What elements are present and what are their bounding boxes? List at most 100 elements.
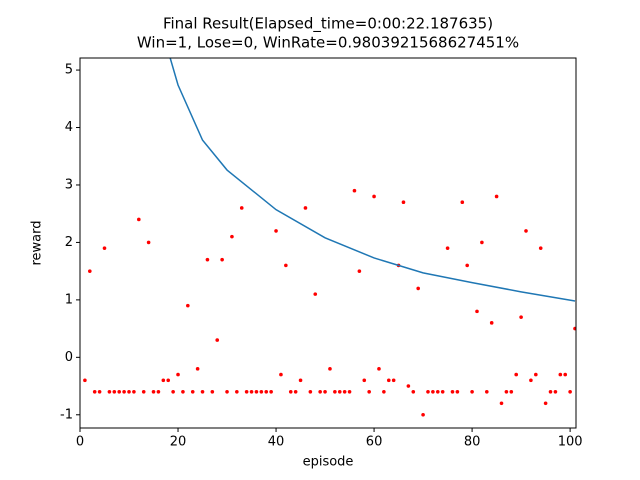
y-axis-label: reward xyxy=(30,220,45,265)
point xyxy=(97,390,102,394)
point xyxy=(553,390,558,394)
point xyxy=(386,378,391,383)
point xyxy=(298,378,303,383)
point xyxy=(529,378,533,383)
x-tick-label: 60 xyxy=(366,435,383,450)
point xyxy=(171,390,175,394)
point xyxy=(190,390,195,394)
point xyxy=(220,257,224,262)
point xyxy=(137,217,141,222)
point xyxy=(293,390,298,394)
point xyxy=(303,206,308,210)
point xyxy=(524,229,528,233)
point xyxy=(92,390,97,394)
point xyxy=(416,286,420,291)
point xyxy=(200,390,205,394)
point xyxy=(269,390,273,394)
point xyxy=(484,390,489,394)
point xyxy=(288,390,293,394)
y-tick-label: -1 xyxy=(60,407,73,422)
y-tick-label: 3 xyxy=(65,177,73,192)
point xyxy=(313,292,318,296)
point xyxy=(141,390,146,394)
x-axis-label: episode xyxy=(303,455,354,470)
point xyxy=(205,257,210,262)
point xyxy=(161,378,166,383)
point xyxy=(166,378,171,383)
point xyxy=(538,246,543,250)
point xyxy=(122,390,126,394)
point xyxy=(377,367,381,371)
point xyxy=(347,390,352,394)
point xyxy=(435,390,440,394)
x-tick-label: 40 xyxy=(268,435,285,450)
point xyxy=(421,412,425,417)
point xyxy=(460,200,465,205)
point xyxy=(279,372,283,377)
point xyxy=(514,372,519,377)
point xyxy=(215,338,220,342)
point xyxy=(450,390,455,394)
point xyxy=(534,372,538,377)
point xyxy=(112,390,117,394)
point xyxy=(342,390,347,394)
point xyxy=(548,390,553,394)
point xyxy=(333,390,337,394)
point xyxy=(431,390,435,394)
point xyxy=(186,303,190,308)
point xyxy=(543,401,548,406)
x-tick-label: 0 xyxy=(76,435,84,450)
point xyxy=(88,269,92,273)
point xyxy=(146,240,151,245)
point xyxy=(132,390,136,394)
point xyxy=(244,390,249,394)
point xyxy=(308,390,313,394)
point xyxy=(401,200,406,205)
point xyxy=(352,188,357,193)
point xyxy=(563,372,568,377)
x-tick-label: 20 xyxy=(170,435,187,450)
point xyxy=(504,390,509,394)
point xyxy=(499,401,504,406)
point xyxy=(210,390,215,394)
point xyxy=(391,378,396,383)
point xyxy=(465,263,469,268)
point xyxy=(411,390,416,394)
point xyxy=(235,390,239,394)
point xyxy=(181,390,185,394)
point xyxy=(259,390,264,394)
point xyxy=(362,378,367,383)
point xyxy=(455,390,460,394)
chart-subtitle: Win=1, Lose=0, WinRate=0.980392156862745… xyxy=(137,34,519,52)
point xyxy=(372,194,376,199)
point xyxy=(328,367,332,371)
point xyxy=(568,390,572,394)
point xyxy=(470,390,474,394)
point xyxy=(445,246,450,250)
point xyxy=(195,367,200,371)
point xyxy=(151,390,156,394)
point xyxy=(83,378,87,383)
point xyxy=(318,390,322,394)
y-tick-label: 5 xyxy=(65,63,73,78)
point xyxy=(475,309,479,314)
point xyxy=(367,390,371,394)
x-tick-label: 80 xyxy=(464,435,481,450)
point xyxy=(127,390,131,394)
point xyxy=(156,390,161,394)
y-tick-label: 1 xyxy=(65,292,73,307)
point xyxy=(494,194,499,199)
point xyxy=(382,390,386,394)
y-tick-label: 2 xyxy=(65,235,73,250)
point xyxy=(440,390,445,394)
point xyxy=(519,315,523,319)
point xyxy=(107,390,112,394)
y-tick-label: 4 xyxy=(65,120,73,135)
point xyxy=(249,390,254,394)
point xyxy=(480,240,484,245)
point xyxy=(230,234,234,239)
point xyxy=(117,390,122,394)
chart-title: Final Result(Elapsed_time=0:00:22.187635… xyxy=(163,15,493,34)
point xyxy=(558,372,563,377)
